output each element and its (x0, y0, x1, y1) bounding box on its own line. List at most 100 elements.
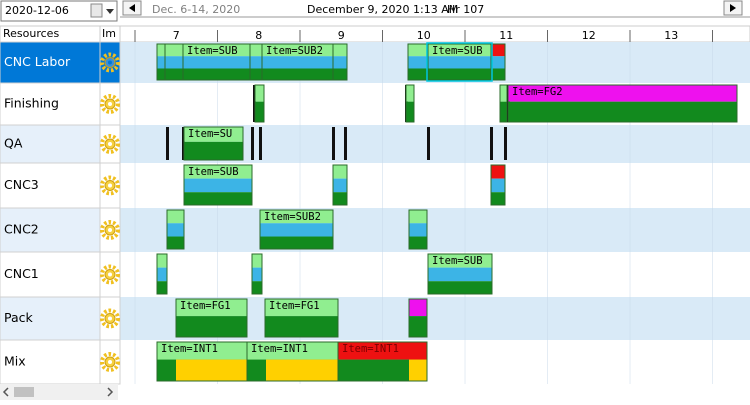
gear-hole (108, 272, 112, 277)
task[interactable]: Item=FG2 (507, 84, 738, 123)
task-marker (332, 127, 335, 160)
task[interactable]: Item (330, 43, 348, 81)
task-band (183, 44, 250, 57)
day-label: 9 (338, 29, 345, 42)
task-border (156, 253, 168, 295)
task-band (260, 236, 333, 249)
resource-cell[interactable] (0, 339, 101, 385)
resources-header[interactable]: Resources (3, 27, 59, 40)
task-label: Item=INT1 (251, 343, 308, 355)
task-band (333, 165, 347, 179)
gear-icon (100, 308, 120, 329)
task-band (409, 316, 427, 337)
resource-cell[interactable] (0, 82, 101, 126)
resource-cell[interactable] (0, 124, 101, 164)
task-border (251, 253, 263, 295)
task-band (157, 254, 167, 268)
task[interactable]: Item (408, 209, 428, 250)
task-border (183, 126, 244, 161)
task-band (184, 127, 243, 142)
task-band (409, 236, 427, 249)
calendar-icon[interactable] (90, 3, 103, 18)
task[interactable]: Item (250, 84, 265, 123)
task[interactable]: Item=FG1 (264, 298, 339, 338)
prev-arrow (129, 4, 135, 12)
date-picker[interactable] (0, 0, 118, 22)
task[interactable]: Item=INT1 (337, 341, 428, 382)
dropdown-arrow[interactable] (106, 9, 114, 14)
task-band (500, 101, 507, 122)
resource-cell[interactable] (0, 251, 101, 298)
gear-teeth (100, 308, 120, 329)
task[interactable] (490, 164, 506, 206)
scroll-right[interactable] (107, 387, 114, 397)
task[interactable]: Item (247, 253, 263, 295)
task-band (262, 56, 333, 69)
task[interactable]: Item (408, 298, 428, 338)
task-band (183, 56, 250, 69)
gear-teeth (100, 220, 120, 240)
task[interactable] (490, 43, 506, 81)
resource-name: Finishing (4, 96, 59, 111)
task[interactable]: Item=FG1 (175, 298, 248, 338)
task[interactable]: Item (152, 253, 168, 295)
task[interactable]: Item=INT1 (156, 341, 248, 382)
day-label: 11 (499, 29, 513, 42)
task[interactable]: Item=SUB (182, 43, 251, 81)
task[interactable]: Item (330, 164, 348, 206)
task-band (333, 192, 347, 205)
task-marker (490, 127, 493, 160)
task-band (333, 44, 347, 57)
task[interactable]: Item=INT1 (246, 341, 339, 382)
task-border (259, 209, 334, 250)
task[interactable]: Item=SU (183, 126, 244, 161)
task-border (332, 164, 348, 206)
task[interactable]: Item=SUB2 (259, 209, 334, 250)
gear-teeth (100, 352, 120, 372)
scroll-thumb[interactable] (14, 387, 34, 397)
task[interactable] (499, 84, 508, 123)
task-band (255, 101, 264, 122)
resource-cell[interactable] (0, 162, 101, 209)
task-band (184, 141, 243, 160)
task[interactable]: Item (407, 43, 429, 81)
task-band (333, 68, 347, 80)
task-band (260, 223, 333, 237)
task-band (491, 44, 505, 57)
task-band (491, 165, 505, 179)
resource-cell[interactable] (0, 41, 101, 84)
task-label: Item=SUB (432, 255, 483, 267)
task-border (332, 43, 348, 81)
task-band (167, 236, 184, 249)
task-band (165, 44, 183, 57)
task-border (427, 253, 493, 295)
task[interactable]: Item (400, 84, 415, 123)
gear-teeth (100, 94, 120, 114)
task[interactable]: Item (166, 209, 185, 250)
scroll-left[interactable] (2, 387, 9, 397)
resource-cell[interactable] (0, 207, 101, 253)
task-band (255, 85, 264, 102)
current-time: December 9, 2020 1:13 AM (307, 3, 458, 16)
task[interactable]: Item=SUB (183, 164, 253, 206)
task-band (500, 85, 507, 102)
task-band (428, 68, 491, 80)
task-band (157, 281, 167, 294)
task[interactable]: Item=SUB (427, 43, 492, 81)
task-band (409, 299, 427, 317)
task-band (176, 316, 247, 337)
task-border (337, 341, 428, 382)
task[interactable]: Item (164, 43, 184, 81)
task-border (166, 209, 185, 250)
task-band (409, 223, 427, 237)
hour: Hr 107 (447, 3, 484, 16)
task-band (265, 299, 338, 317)
task-band (260, 210, 333, 224)
image-header[interactable]: Im (102, 27, 116, 40)
task-border (264, 298, 339, 338)
task-label: Item=SUB (188, 166, 239, 178)
task[interactable]: Item=SUB (427, 253, 493, 295)
task[interactable]: Item=SUB2 (261, 43, 334, 81)
date-range: Dec. 6-14, 2020 (152, 3, 240, 16)
